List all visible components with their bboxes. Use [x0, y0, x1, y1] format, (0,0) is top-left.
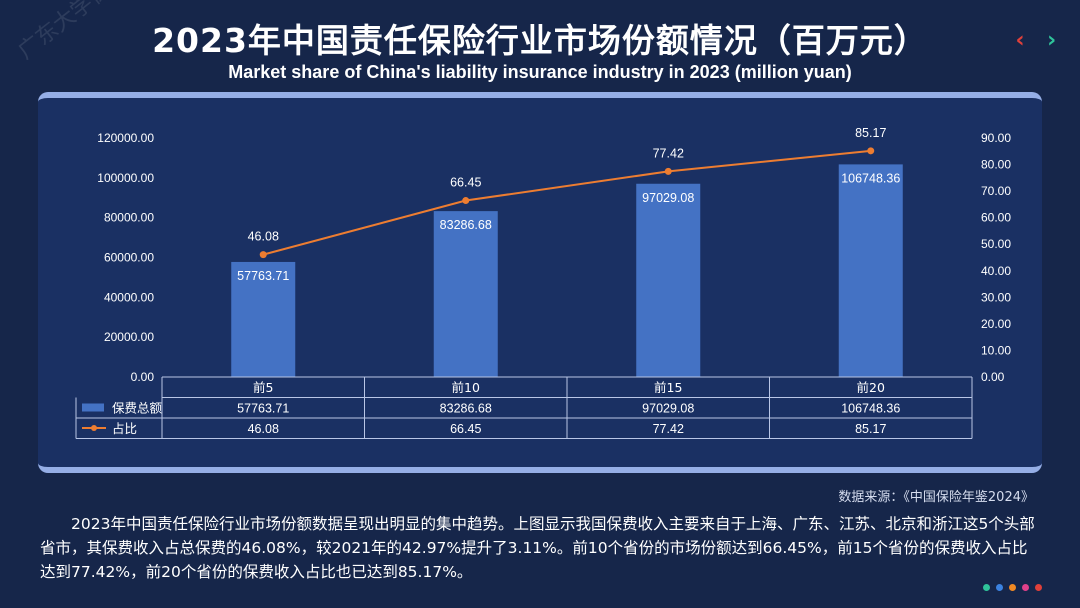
y-left-tick-label: 40000.00 [104, 290, 154, 304]
y-right-tick-label: 30.00 [981, 290, 1011, 304]
y-right-tick-label: 40.00 [981, 264, 1011, 278]
bar [636, 183, 701, 377]
bar-data-label: 83286.68 [440, 218, 492, 232]
y-right-tick-label: 0.00 [981, 370, 1005, 384]
line-point [867, 147, 875, 155]
y-right-tick-label: 70.00 [981, 184, 1011, 198]
table-cell-bar-value: 57763.71 [237, 402, 289, 416]
next-arrow-icon[interactable]: › [1047, 28, 1057, 53]
y-right-tick-label: 80.00 [981, 158, 1011, 172]
bar-data-label: 97029.08 [642, 191, 694, 205]
legend-key-line-marker [91, 425, 97, 431]
line-data-label: 77.42 [653, 146, 684, 160]
legend-label-line: 占比 [112, 421, 137, 436]
table-cell-bar-value: 83286.68 [440, 402, 492, 416]
y-left-tick-label: 20000.00 [104, 330, 154, 344]
category-label: 前15 [654, 380, 682, 395]
category-label: 前5 [253, 380, 273, 395]
line-data-label: 85.17 [855, 126, 886, 140]
decorative-dot [1009, 584, 1016, 591]
y-left-tick-label: 0.00 [131, 370, 155, 384]
combo-chart: 0.00 20000.00 40000.00 60000.00 80000.00 1000… [75, 126, 1011, 439]
page-subtitle: Market share of China's liability insura… [228, 62, 852, 82]
data-source: 数据来源：《中国保险年鉴2024》 [838, 490, 1034, 505]
category-label: 前20 [857, 380, 885, 395]
table-cell-line-value: 46.08 [248, 422, 279, 436]
y-left-tick-label: 120000.00 [97, 131, 154, 145]
decorative-dot [1022, 584, 1029, 591]
table-cell-bar-value: 106748.36 [841, 402, 900, 416]
table-cell-line-value: 85.17 [855, 422, 886, 436]
y-left-tick-label: 60000.00 [104, 251, 154, 265]
legend-key-bar [82, 403, 104, 412]
y-right-tick-label: 60.00 [981, 211, 1011, 225]
line-data-label: 46.08 [248, 230, 279, 244]
line-data-label: 66.45 [450, 176, 481, 190]
category-label: 前10 [452, 380, 480, 395]
legend-label-bar: 保费总额 [112, 401, 163, 416]
slide-navigation: ‹ › [1008, 28, 1064, 53]
decorative-dots [983, 576, 1048, 595]
decorative-dot [983, 584, 990, 591]
bar [433, 211, 498, 377]
bar [231, 261, 296, 377]
y-left-tick-label: 80000.00 [104, 211, 154, 225]
y-right-tick-label: 90.00 [981, 131, 1011, 145]
decorative-dot [996, 584, 1003, 591]
description-paragraph: 2023年中国责任保险行业市场份额数据呈现出明显的集中趋势。上图显示我国保费收入… [40, 515, 1035, 581]
line-point [462, 197, 470, 205]
table-cell-line-value: 77.42 [653, 422, 684, 436]
page-title: 2023年中国责任保险行业市场份额情况（百万元） [152, 21, 928, 60]
y-right-tick-label: 20.00 [981, 317, 1011, 331]
y-right-tick-label: 50.00 [981, 237, 1011, 251]
y-right-tick-label: 10.00 [981, 343, 1011, 357]
decorative-dot [1035, 584, 1042, 591]
bar [838, 164, 903, 377]
chart-panel: 0.00 20000.00 40000.00 60000.00 80000.00 1000… [38, 92, 1042, 473]
bar-data-label: 57763.71 [237, 269, 289, 283]
bar-data-label: 106748.36 [841, 171, 900, 185]
y-left-tick-label: 100000.00 [97, 171, 154, 185]
line-series [262, 149, 871, 256]
table-cell-line-value: 66.45 [450, 422, 481, 436]
prev-arrow-icon[interactable]: ‹ [1015, 28, 1025, 53]
line-point [664, 167, 672, 175]
line-point [259, 251, 267, 259]
table-cell-bar-value: 97029.08 [642, 402, 694, 416]
